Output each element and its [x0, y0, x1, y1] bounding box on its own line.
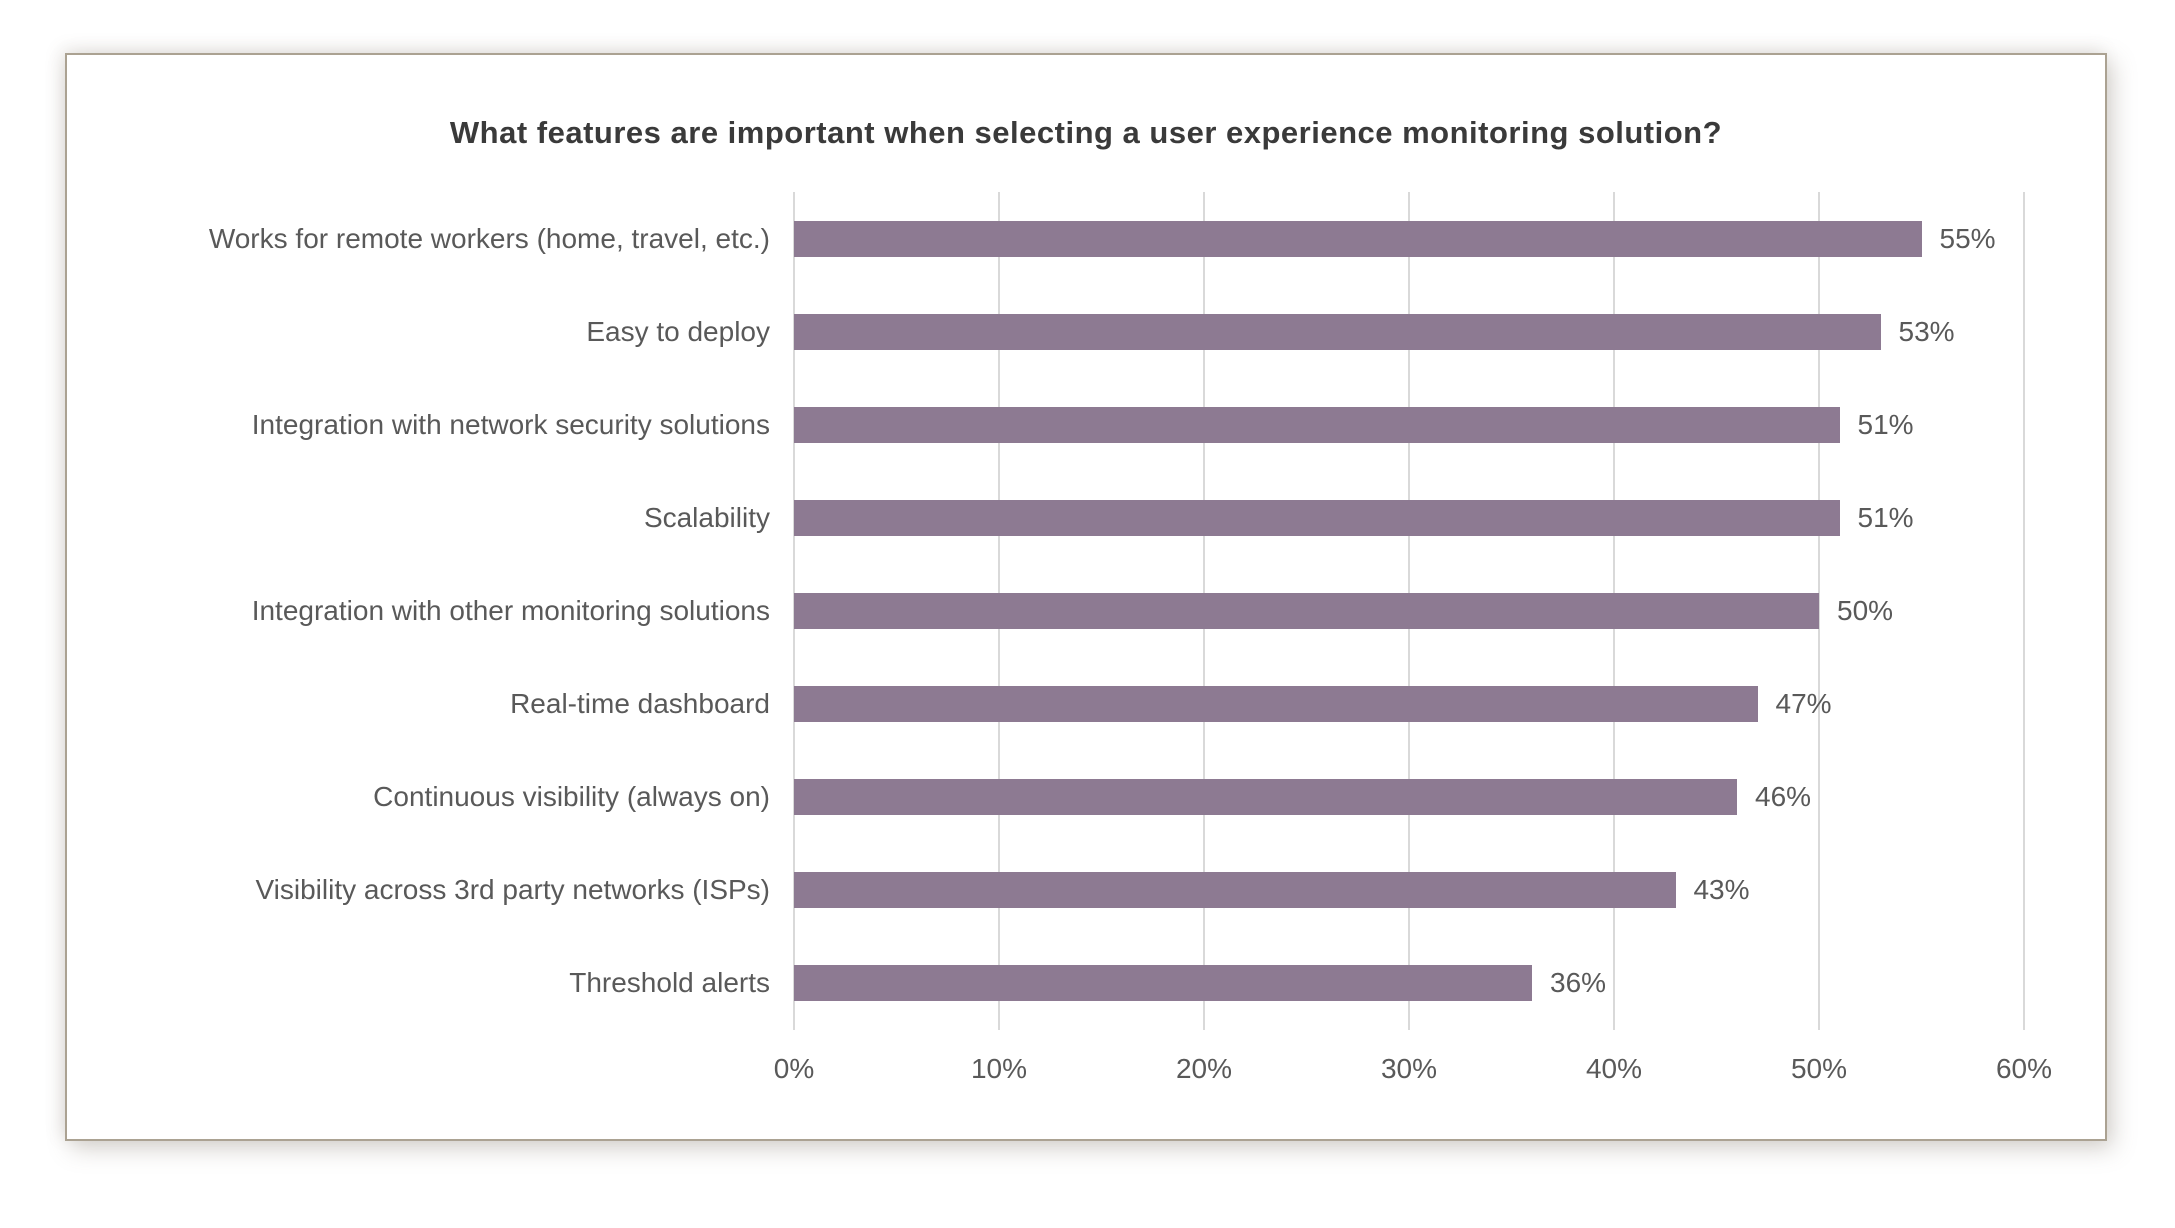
gridline [2023, 192, 2025, 1030]
gridline [1818, 192, 1820, 1030]
bar-row: Easy to deploy 53% [67, 285, 2024, 378]
bar-row: Integration with other monitoring soluti… [67, 564, 2024, 657]
category-label: Visibility across 3rd party networks (IS… [255, 874, 770, 906]
bar-row: Real-time dashboard 47% [67, 657, 2024, 750]
bar [794, 779, 1737, 816]
bar [794, 499, 1840, 536]
bar-track: 53% [794, 285, 2024, 378]
bar-value-label: 43% [1693, 874, 1750, 906]
chart-card: What features are important when selecti… [65, 53, 2107, 1141]
bar-value-label: 51% [1857, 408, 1914, 440]
bar-row: Scalability 51% [67, 471, 2024, 564]
bar-track: 55% [794, 192, 2024, 285]
bar-value-label: 47% [1775, 688, 1832, 720]
category-label: Integration with network security soluti… [251, 408, 770, 440]
category-label: Easy to deploy [586, 315, 770, 347]
bar-value-label: 51% [1857, 501, 1914, 533]
bar [794, 872, 1676, 909]
bar-value-label: 53% [1898, 315, 1955, 347]
chart-title: What features are important when selecti… [449, 115, 1723, 150]
category-label: Real-time dashboard [510, 688, 770, 720]
x-tick-label: 50% [1790, 1053, 1848, 1084]
bar-row: Threshold alerts 36% [67, 937, 2024, 1030]
category-label: Integration with other monitoring soluti… [251, 594, 770, 626]
bar-row: Works for remote workers (home, travel, … [67, 192, 2024, 285]
bar [794, 965, 1532, 1002]
bar-track: 50% [794, 564, 2024, 657]
x-tick-label: 60% [1995, 1053, 2053, 1084]
bar [794, 220, 1922, 257]
x-tick-label: 20% [1175, 1053, 1233, 1084]
bar-value-label: 46% [1755, 781, 1812, 813]
bar-track: 47% [794, 657, 2024, 750]
category-label: Works for remote workers (home, travel, … [208, 222, 770, 254]
category-label: Continuous visibility (always on) [373, 781, 770, 813]
chart-rows: Works for remote workers (home, travel, … [67, 192, 2024, 1030]
x-axis: 0% 10% 20% 30% 40% 50% 60% [774, 1053, 2052, 1095]
bar-track: 51% [794, 378, 2024, 471]
bar-track: 46% [794, 751, 2024, 844]
bar [794, 592, 1819, 629]
bar [794, 406, 1840, 443]
x-tick-label: 0% [773, 1053, 815, 1084]
bar-track: 51% [794, 471, 2024, 564]
x-tick-label: 10% [970, 1053, 1028, 1084]
bar-row: Continuous visibility (always on) 46% [67, 751, 2024, 844]
x-tick-label: 30% [1380, 1053, 1438, 1084]
category-label: Threshold alerts [569, 967, 770, 999]
bar-row: Visibility across 3rd party networks (IS… [67, 844, 2024, 937]
bar-track: 43% [794, 844, 2024, 937]
bar-track: 36% [794, 937, 2024, 1030]
bar-value-label: 36% [1550, 967, 1607, 999]
bar-chart: Works for remote workers (home, travel, … [67, 192, 2025, 1030]
bar [794, 686, 1758, 723]
x-tick-label: 40% [1585, 1053, 1643, 1084]
category-label: Scalability [643, 501, 770, 533]
bar-value-label: 55% [1939, 222, 1996, 254]
bar-value-label: 50% [1837, 594, 1894, 626]
bar-row: Integration with network security soluti… [67, 378, 2024, 471]
bar [794, 313, 1881, 350]
